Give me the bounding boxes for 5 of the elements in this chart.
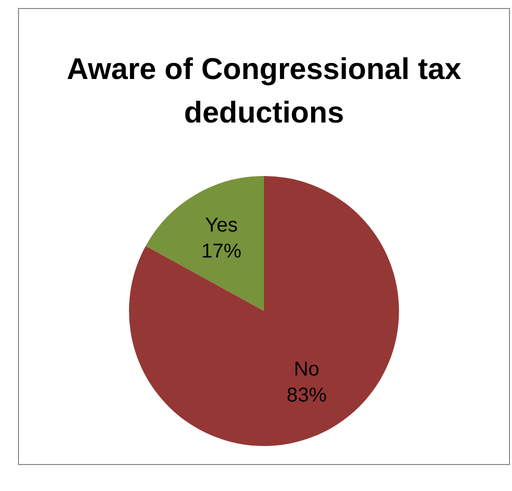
data-label: 17% (201, 240, 242, 262)
data-label: 83% (286, 384, 327, 407)
slice-label: No (294, 358, 320, 381)
chart-title: Aware of Congressional tax deductions (66, 53, 462, 130)
slice-label: Yes (205, 214, 238, 236)
